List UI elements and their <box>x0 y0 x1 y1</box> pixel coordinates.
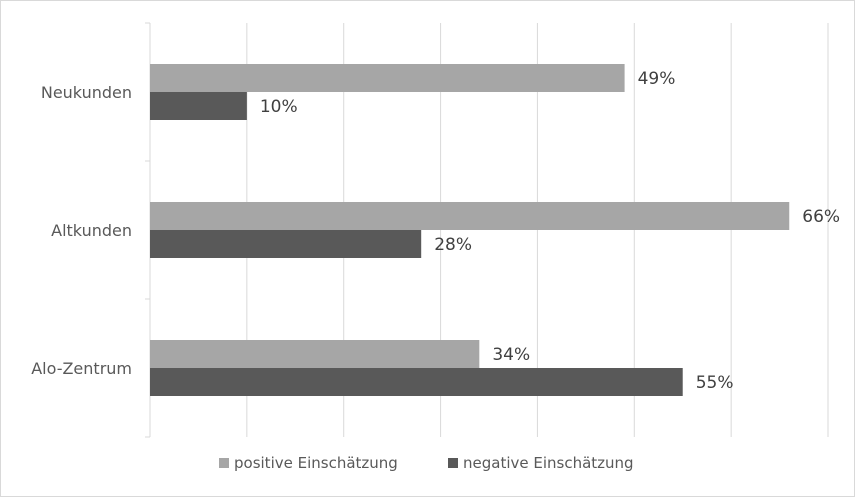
bar <box>150 230 422 258</box>
bar <box>150 92 247 120</box>
data-label: 55% <box>696 373 734 393</box>
legend-label: negative Einschätzung <box>463 454 634 472</box>
legend-label: positive Einschätzung <box>234 454 398 472</box>
category-label: Altkunden <box>51 221 132 240</box>
legend-swatch <box>219 458 229 468</box>
legend-swatch <box>448 458 458 468</box>
data-label: 34% <box>492 345 530 365</box>
category-label: Neukunden <box>41 83 132 102</box>
category-label: Alo-Zentrum <box>31 359 132 378</box>
bar <box>150 368 683 396</box>
bar <box>150 64 625 92</box>
bar <box>150 202 790 230</box>
data-label: 66% <box>802 207 840 227</box>
data-labels: 49% 10% 66% 28% 34% 55% <box>260 69 840 393</box>
bars <box>150 64 790 396</box>
data-label: 28% <box>434 235 472 255</box>
legend: positive Einschätzung negative Einschätzu… <box>219 454 634 472</box>
category-labels: Neukunden Altkunden Alo-Zentrum <box>31 83 132 378</box>
category-axis <box>145 22 151 438</box>
bar <box>150 340 480 368</box>
data-label: 10% <box>260 97 298 117</box>
data-label: 49% <box>638 69 676 89</box>
